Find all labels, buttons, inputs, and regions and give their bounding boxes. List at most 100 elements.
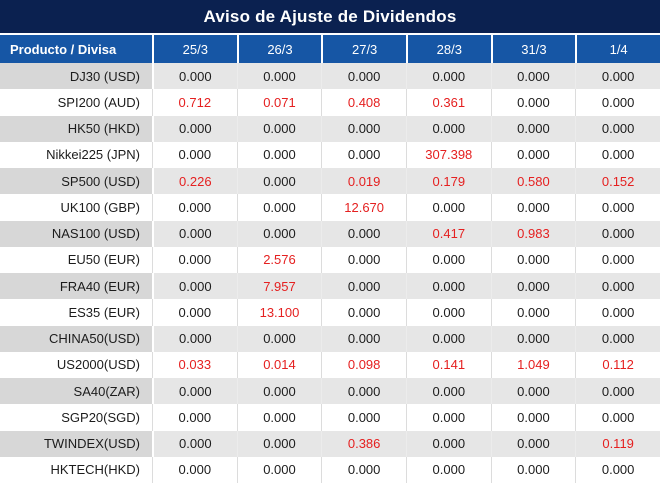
value-cell: 0.000 bbox=[236, 63, 322, 90]
table-header: Producto / Divisa 25/3 26/3 27/3 28/3 31/3 1/4 bbox=[0, 35, 660, 63]
value-cell: 307.398 bbox=[405, 141, 491, 168]
column-header-date: 31/3 bbox=[490, 35, 576, 63]
value-cell: 0.071 bbox=[236, 89, 322, 116]
column-header-date: 28/3 bbox=[405, 35, 491, 63]
table-row: HKTECH(HKD) 0.000 0.000 0.000 0.000 0.000 0.00… bbox=[0, 456, 660, 483]
value-cell: 0.000 bbox=[575, 220, 660, 247]
value-cell: 0.000 bbox=[575, 404, 660, 431]
value-cell: 0.000 bbox=[152, 141, 237, 168]
value-cell: 12.670 bbox=[321, 194, 406, 221]
table-row: DJ30 (USD) 0.000 0.000 0.000 0.000 0.000 0.000 bbox=[0, 63, 660, 90]
table-row: SGP20(SGD) 0.000 0.000 0.000 0.000 0.000 0.000 bbox=[0, 404, 660, 431]
value-cell: 0.000 bbox=[152, 63, 237, 90]
product-cell: NAS100 (USD) bbox=[0, 220, 152, 247]
value-cell: 0.000 bbox=[490, 89, 576, 116]
column-header-date: 1/4 bbox=[575, 35, 660, 63]
value-cell: 0.000 bbox=[405, 194, 491, 221]
value-cell: 0.000 bbox=[575, 89, 660, 116]
value-cell: 0.361 bbox=[405, 89, 491, 116]
value-cell: 0.000 bbox=[152, 325, 237, 352]
product-cell: HKTECH(HKD) bbox=[0, 456, 152, 483]
value-cell: 0.000 bbox=[236, 220, 322, 247]
value-cell: 0.000 bbox=[490, 273, 576, 300]
value-cell: 13.100 bbox=[236, 299, 322, 326]
product-cell: SPI200 (AUD) bbox=[0, 89, 152, 116]
table-row: SP500 (USD) 0.226 0.000 0.019 0.179 0.580 0.15… bbox=[0, 168, 660, 195]
value-cell: 0.000 bbox=[405, 325, 491, 352]
table-row: SA40(ZAR) 0.000 0.000 0.000 0.000 0.000 0.000 bbox=[0, 378, 660, 405]
value-cell: 0.000 bbox=[236, 456, 322, 483]
value-cell: 0.098 bbox=[321, 351, 406, 378]
value-cell: 0.000 bbox=[321, 141, 406, 168]
value-cell: 0.000 bbox=[321, 273, 406, 300]
table-body: DJ30 (USD) 0.000 0.000 0.000 0.000 0.000 0.000… bbox=[0, 63, 660, 483]
value-cell: 0.000 bbox=[490, 299, 576, 326]
value-cell: 0.000 bbox=[321, 404, 406, 431]
product-cell: SP500 (USD) bbox=[0, 168, 152, 195]
product-cell: Nikkei225 (JPN) bbox=[0, 141, 152, 168]
value-cell: 0.000 bbox=[152, 404, 237, 431]
table-row: SPI200 (AUD) 0.712 0.071 0.408 0.361 0.000 0.0… bbox=[0, 89, 660, 116]
dividend-table: Producto / Divisa 25/3 26/3 27/3 28/3 31/3 1/4… bbox=[0, 35, 660, 483]
value-cell: 0.000 bbox=[321, 115, 406, 142]
table-row: HK50 (HKD) 0.000 0.000 0.000 0.000 0.000 0.000 bbox=[0, 115, 660, 142]
value-cell: 0.000 bbox=[152, 115, 237, 142]
table-row: UK100 (GBP) 0.000 0.000 12.670 0.000 0.000 0.0… bbox=[0, 194, 660, 221]
value-cell: 0.000 bbox=[575, 63, 660, 90]
value-cell: 0.000 bbox=[405, 299, 491, 326]
product-cell: FRA40 (EUR) bbox=[0, 273, 152, 300]
value-cell: 0.000 bbox=[490, 325, 576, 352]
table-row: NAS100 (USD) 0.000 0.000 0.000 0.417 0.983 0.0… bbox=[0, 220, 660, 247]
value-cell: 0.014 bbox=[236, 351, 322, 378]
value-cell: 0.179 bbox=[405, 168, 491, 195]
column-header-date: 25/3 bbox=[152, 35, 237, 63]
product-cell: US2000(USD) bbox=[0, 351, 152, 378]
value-cell: 0.000 bbox=[405, 430, 491, 457]
value-cell: 0.000 bbox=[575, 273, 660, 300]
value-cell: 0.000 bbox=[490, 115, 576, 142]
value-cell: 0.141 bbox=[405, 351, 491, 378]
table-row: CHINA50(USD) 0.000 0.000 0.000 0.000 0.000 0.0… bbox=[0, 325, 660, 352]
value-cell: 0.152 bbox=[575, 168, 660, 195]
value-cell: 0.000 bbox=[575, 378, 660, 405]
value-cell: 0.000 bbox=[152, 456, 237, 483]
value-cell: 0.019 bbox=[321, 168, 406, 195]
column-header-date: 27/3 bbox=[321, 35, 406, 63]
page-title: Aviso de Ajuste de Dividendos bbox=[0, 0, 660, 35]
value-cell: 0.000 bbox=[405, 273, 491, 300]
value-cell: 0.000 bbox=[575, 325, 660, 352]
value-cell: 0.000 bbox=[405, 63, 491, 90]
value-cell: 0.000 bbox=[321, 456, 406, 483]
value-cell: 0.000 bbox=[152, 194, 237, 221]
product-cell: SGP20(SGD) bbox=[0, 404, 152, 431]
table-row: Nikkei225 (JPN) 0.000 0.000 0.000 307.398 0.0… bbox=[0, 141, 660, 168]
value-cell: 0.000 bbox=[490, 430, 576, 457]
value-cell: 0.000 bbox=[321, 325, 406, 352]
value-cell: 0.033 bbox=[152, 351, 237, 378]
product-cell: DJ30 (USD) bbox=[0, 63, 152, 90]
product-cell: ES35 (EUR) bbox=[0, 299, 152, 326]
value-cell: 0.000 bbox=[405, 456, 491, 483]
value-cell: 0.000 bbox=[575, 456, 660, 483]
table-row: EU50 (EUR) 0.000 2.576 0.000 0.000 0.000 0.000 bbox=[0, 246, 660, 273]
value-cell: 0.000 bbox=[490, 456, 576, 483]
value-cell: 0.112 bbox=[575, 351, 660, 378]
value-cell: 0.000 bbox=[236, 430, 322, 457]
value-cell: 0.000 bbox=[575, 246, 660, 273]
value-cell: 0.000 bbox=[575, 194, 660, 221]
value-cell: 0.000 bbox=[405, 115, 491, 142]
value-cell: 0.000 bbox=[575, 299, 660, 326]
value-cell: 7.957 bbox=[236, 273, 322, 300]
value-cell: 0.580 bbox=[490, 168, 576, 195]
value-cell: 0.000 bbox=[321, 63, 406, 90]
value-cell: 0.000 bbox=[236, 194, 322, 221]
value-cell: 0.000 bbox=[405, 378, 491, 405]
value-cell: 0.000 bbox=[236, 141, 322, 168]
value-cell: 0.000 bbox=[152, 378, 237, 405]
value-cell: 0.000 bbox=[152, 246, 237, 273]
value-cell: 0.000 bbox=[490, 378, 576, 405]
product-cell: EU50 (EUR) bbox=[0, 246, 152, 273]
value-cell: 0.000 bbox=[236, 115, 322, 142]
value-cell: 0.000 bbox=[321, 378, 406, 405]
